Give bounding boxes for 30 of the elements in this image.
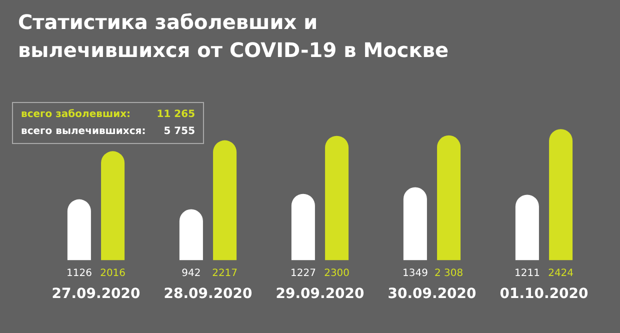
bar	[291, 194, 315, 260]
data-label: 2016	[100, 268, 126, 279]
data-label: 1349	[402, 268, 428, 279]
data-label: 1211	[514, 268, 540, 279]
bar	[325, 136, 349, 260]
text: 11 265	[156, 108, 196, 122]
bar	[549, 129, 573, 260]
text: всего вылечившихся:	[21, 125, 146, 139]
chart-title: Статистика заболевших и вылечившихся от COVID-19 в Москве	[18, 9, 450, 64]
data-label: 942	[182, 268, 201, 279]
bar	[101, 151, 125, 260]
data-label: 2 308	[434, 268, 464, 279]
bar	[403, 187, 427, 260]
x-tick-label: 01.10.2020	[500, 286, 589, 302]
data-label: 2424	[548, 268, 574, 279]
bar	[515, 194, 539, 260]
data-label: 2300	[324, 268, 350, 279]
data-label: 2217	[212, 268, 238, 279]
bar	[179, 209, 203, 260]
x-tick-label: 27.09.2020	[52, 286, 141, 302]
bar	[437, 135, 461, 260]
x-tick-label: 30.09.2020	[388, 286, 477, 302]
annotation: 5 755	[164, 125, 196, 139]
data-label: 1126	[66, 268, 92, 279]
bar	[67, 199, 91, 260]
x-tick-label: 28.09.2020	[164, 286, 253, 302]
data-label: 1227	[290, 268, 316, 279]
x-tick-label: 29.09.2020	[276, 286, 365, 302]
bar	[213, 140, 237, 260]
text: всего заболевших:	[21, 108, 131, 122]
